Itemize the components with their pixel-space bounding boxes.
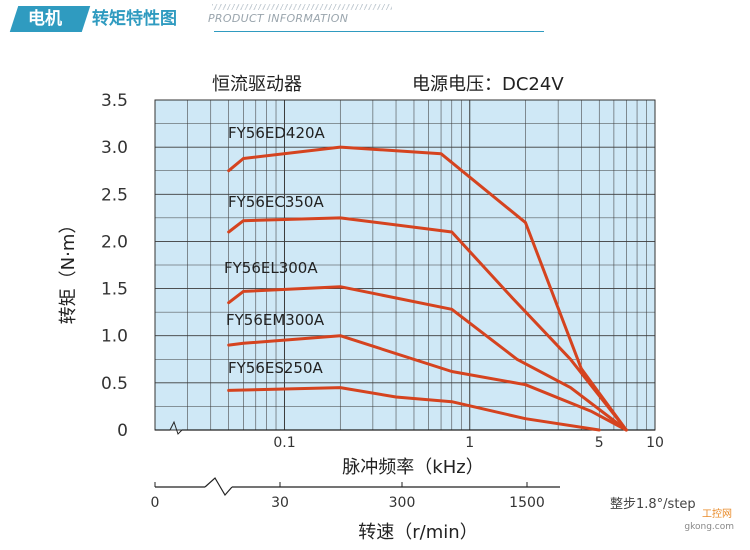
- series-line-fy56el300a: [227, 285, 628, 432]
- series-label: FY56EC350A: [228, 193, 324, 211]
- speed-tick-label: 30: [271, 495, 289, 511]
- speed-axis-note: 整步1.8°/step: [610, 497, 696, 512]
- speed-axis-title: 转速（r/min）: [358, 522, 477, 543]
- x-tick-label: 1: [465, 435, 474, 451]
- x-tick-label: 10: [646, 435, 664, 451]
- y-tick-label: 2.0: [101, 232, 128, 252]
- y-tick-label: 0.5: [101, 374, 128, 394]
- series-label: FY56ES250A: [228, 359, 324, 377]
- chart-title-right: 电源电压：DC24V: [412, 74, 564, 95]
- section-title: 转矩特性图: [92, 9, 177, 29]
- axis-break: [169, 420, 183, 435]
- header-subtitle: PRODUCT INFORMATION: [208, 12, 349, 25]
- series-line-fy56ec350a: [227, 216, 628, 432]
- y-tick-label: 3.5: [101, 91, 128, 111]
- header-hatch: [212, 4, 392, 10]
- x-tick-label: 0.1: [273, 435, 295, 451]
- header-underline: [214, 31, 544, 32]
- series-line-fy56ed420a: [227, 145, 628, 432]
- watermark-text: 工控网: [702, 509, 732, 520]
- y-tick-label: 2.5: [101, 185, 128, 205]
- watermark-url: gkong.com: [684, 522, 734, 532]
- chart-title-left: 恒流驱动器: [212, 74, 302, 95]
- x-tick-label: 5: [595, 435, 604, 451]
- series-line-fy56es250a: [227, 386, 601, 432]
- speed-tick-label: 0: [151, 495, 160, 511]
- section-header: 电机 转矩特性图 PRODUCT INFORMATION: [0, 0, 750, 40]
- speed-tick-label: 1500: [509, 495, 545, 511]
- y-tick-label: 3.0: [101, 138, 128, 158]
- x-axis-title: 脉冲频率（kHz）: [342, 457, 483, 478]
- y-axis-title: 转矩（N·m）: [58, 216, 79, 325]
- speed-tick-label: 300: [389, 495, 416, 511]
- y-tick-label: 0: [117, 421, 128, 441]
- series-line-fy56em300a: [227, 334, 628, 432]
- series-label: FY56EM300A: [226, 311, 325, 329]
- y-tick-label: 1.0: [101, 327, 128, 347]
- series-label: FY56ED420A: [228, 124, 326, 142]
- speed-axis-break: [204, 477, 233, 497]
- y-tick-label: 1.5: [101, 280, 128, 300]
- series-label: FY56EL300A: [224, 259, 318, 277]
